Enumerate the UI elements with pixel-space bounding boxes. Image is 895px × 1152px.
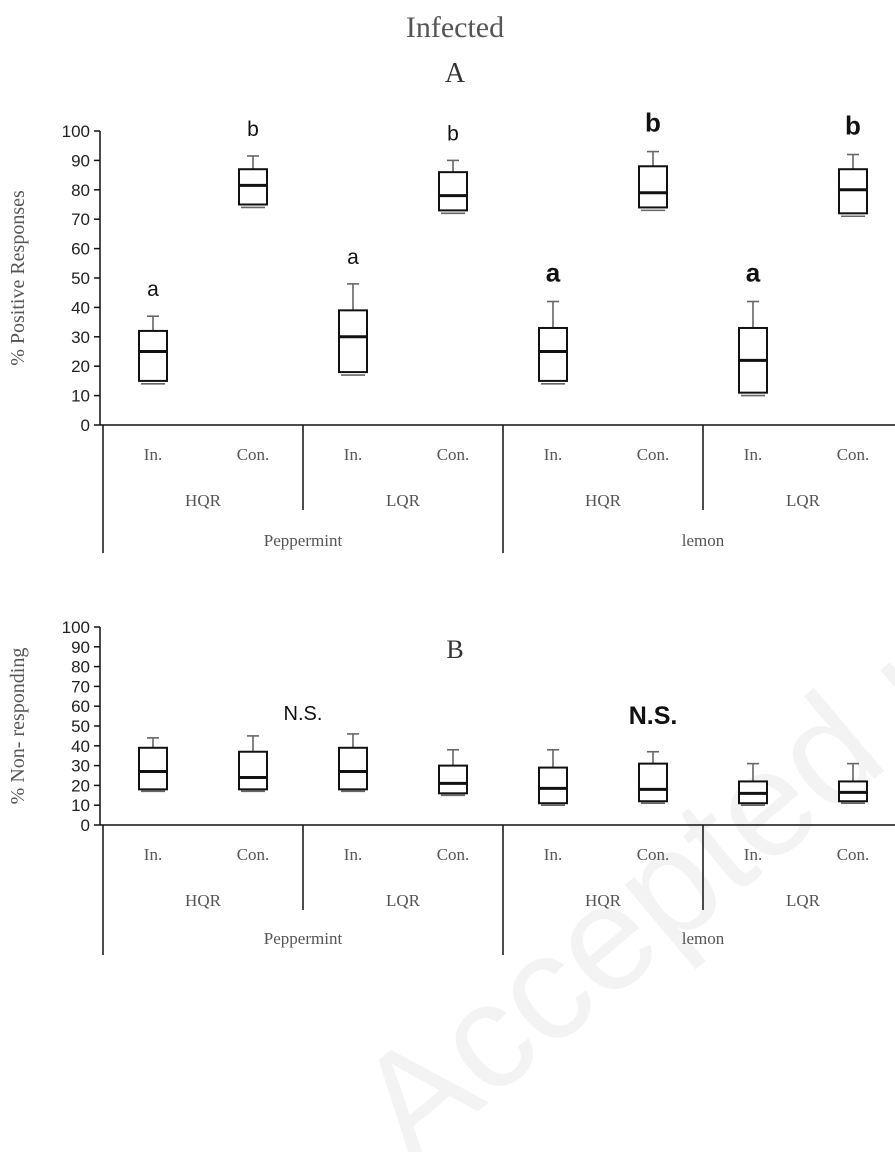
supergroup-label: Peppermint — [264, 929, 343, 948]
category-label: Con. — [837, 445, 870, 464]
y-tick-label: 30 — [71, 757, 90, 776]
box — [638, 762, 668, 803]
significance-letter: b — [845, 111, 861, 141]
category-label: In. — [744, 445, 762, 464]
box — [138, 329, 168, 382]
y-tick-label: 50 — [71, 269, 90, 288]
box — [438, 171, 468, 212]
panel-label: A — [445, 58, 466, 89]
y-tick-label: 90 — [71, 638, 90, 657]
y-tick-label: 20 — [71, 776, 90, 795]
panel-b: B % Non- responding 0102030405060708090100… — [7, 618, 895, 955]
y-tick-label: 0 — [81, 816, 90, 835]
supergroup-label: Peppermint — [264, 531, 343, 550]
y-tick-label: 100 — [62, 122, 90, 141]
group-label: HQR — [585, 891, 622, 910]
y-tick-label: 0 — [81, 416, 90, 435]
category-label: Con. — [637, 845, 670, 864]
category-label: In. — [344, 445, 362, 464]
category-label: Con. — [237, 845, 270, 864]
group-label: HQR — [185, 891, 222, 910]
watermark: Accepted manuscript — [325, 162, 895, 1152]
category-label: Con. — [437, 445, 470, 464]
y-tick-label: 40 — [71, 298, 90, 317]
category-label: Con. — [637, 445, 670, 464]
significance-letter: a — [347, 246, 359, 269]
y-tick-label: 80 — [71, 181, 90, 200]
box — [138, 746, 168, 791]
y-tick-label: 70 — [71, 677, 90, 696]
significance-letter: a — [147, 278, 159, 301]
significance-letter: b — [247, 118, 259, 141]
box — [438, 764, 468, 795]
category-label: In. — [544, 845, 562, 864]
annotation-ns: N.S. — [284, 703, 323, 725]
y-tick-label: 20 — [71, 357, 90, 376]
group-label: LQR — [386, 891, 421, 910]
y-tick-label: 70 — [71, 210, 90, 229]
category-label: Con. — [237, 445, 270, 464]
panel-label: B — [446, 635, 463, 664]
y-tick-label: 50 — [71, 717, 90, 736]
box — [338, 746, 368, 791]
figure-title: Infected — [406, 11, 504, 44]
y-tick-label: 60 — [71, 697, 90, 716]
y-axis-label: % Non- responding — [7, 648, 29, 805]
significance-letter: b — [447, 122, 459, 145]
y-tick-label: 40 — [71, 737, 90, 756]
group-label: HQR — [185, 491, 222, 510]
panel-a: A % Positive Responses 0 10 20 30 40 50 60 70 80 90… — [7, 58, 895, 553]
supergroup-label: lemon — [682, 929, 725, 948]
y-tick-label: 80 — [71, 658, 90, 677]
y-tick-label: 10 — [71, 387, 90, 406]
significance-letter: a — [746, 258, 761, 288]
group-label: LQR — [786, 891, 821, 910]
box — [338, 309, 368, 374]
category-label: In. — [144, 845, 162, 864]
significance-letter: b — [645, 108, 661, 138]
box — [638, 165, 668, 209]
supergroup-label: lemon — [682, 531, 725, 550]
box — [238, 750, 268, 791]
box — [538, 766, 568, 805]
y-tick-label: 100 — [62, 618, 90, 637]
group-label: LQR — [786, 491, 821, 510]
group-label: LQR — [386, 491, 421, 510]
category-label: In. — [544, 445, 562, 464]
category-label: Con. — [837, 845, 870, 864]
category-label: Con. — [437, 845, 470, 864]
significance-letter: a — [546, 258, 561, 288]
annotation-ns: N.S. — [629, 702, 678, 730]
category-label: In. — [144, 445, 162, 464]
y-tick-label: 30 — [71, 328, 90, 347]
y-tick-label: 10 — [71, 796, 90, 815]
y-tick-label: 90 — [71, 151, 90, 170]
category-label: In. — [744, 845, 762, 864]
category-label: In. — [344, 845, 362, 864]
group-label: HQR — [585, 491, 622, 510]
y-tick-label: 60 — [71, 240, 90, 259]
y-axis-label: % Positive Responses — [7, 190, 29, 366]
box — [538, 326, 568, 382]
